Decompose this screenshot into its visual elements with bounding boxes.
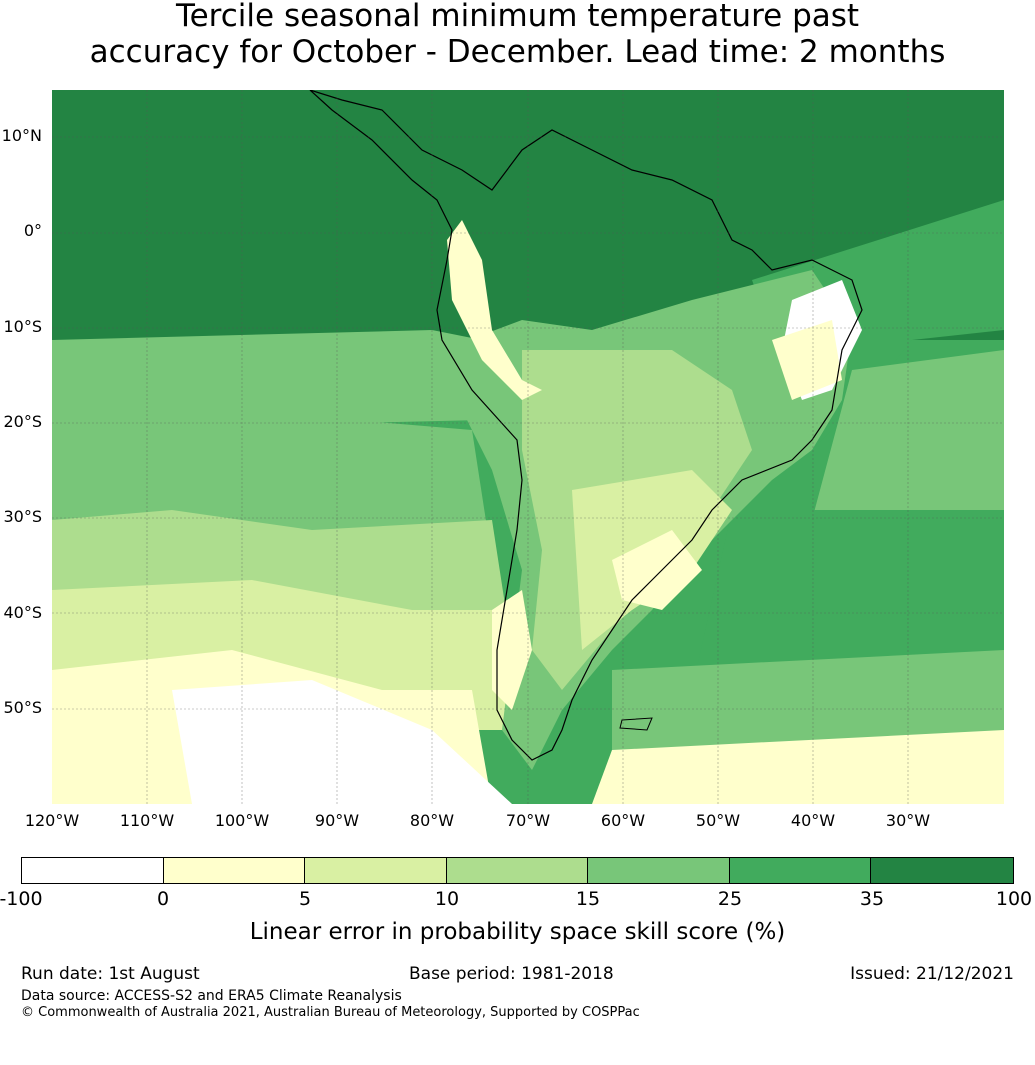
- map-canvas: [52, 90, 1004, 804]
- issued-date: Issued: 21/12/2021: [850, 964, 1014, 984]
- falklands-outline: [619, 717, 653, 731]
- lat-label-20s: 20°S: [3, 412, 42, 431]
- data-source: Data source: ACCESS-S2 and ERA5 Climate …: [21, 988, 402, 1004]
- colorbar-segment: [163, 858, 306, 883]
- colorbar-tick: 100: [995, 888, 1033, 910]
- lon-label-120w: 120°W: [24, 811, 80, 830]
- field-east-pacific: [52, 330, 482, 430]
- base-period: Base period: 1981-2018: [409, 964, 614, 984]
- graticule: [52, 90, 1004, 804]
- lon-label-90w: 90°W: [314, 811, 360, 830]
- field-ne-brazil-edge: [772, 320, 842, 400]
- title-line-1: Tercile seasonal minimum temperature pas…: [175, 0, 860, 34]
- lat-label-40s: 40°S: [3, 603, 42, 622]
- colorbar-segment: [22, 858, 164, 883]
- lon-label-70w: 70°W: [505, 811, 551, 830]
- colorbar-tick: 25: [717, 888, 743, 910]
- lat-label-0: 0°: [23, 221, 42, 240]
- lon-label-100w: 100°W: [214, 811, 270, 830]
- lon-label-80w: 80°W: [409, 811, 455, 830]
- skill-score-map: [52, 90, 1004, 804]
- field-plata-low-skill: [612, 530, 702, 610]
- colorbar-tick: 35: [859, 888, 885, 910]
- lat-label-10s: 10°S: [3, 317, 42, 336]
- lon-label-60w: 60°W: [600, 811, 646, 830]
- colorbar-tick: 15: [575, 888, 601, 910]
- colorbar-segment: [305, 858, 447, 883]
- field-andes-low-skill: [447, 220, 542, 400]
- colorbar-segment: [871, 858, 1013, 883]
- lon-label-30w: 30°W: [885, 811, 931, 830]
- colorbar-segment: [446, 858, 589, 883]
- lat-label-30s: 30°S: [3, 507, 42, 526]
- coastline: [309, 90, 863, 761]
- field-south-atlantic-2: [692, 510, 1004, 690]
- colorbar-tick: 10: [434, 888, 460, 910]
- colorbar-tick: -100: [0, 888, 43, 910]
- run-date: Run date: 1st August: [21, 964, 200, 984]
- lat-label-50s: 50°S: [3, 698, 42, 717]
- colorbar-tick: 5: [298, 888, 312, 910]
- lon-label-110w: 110°W: [119, 811, 175, 830]
- colorbar-label: Linear error in probability space skill …: [249, 919, 786, 945]
- colorbar-tick: 0: [156, 888, 170, 910]
- copyright: © Commonwealth of Australia 2021, Austra…: [21, 1005, 640, 1020]
- lat-label-10n: 10°N: [1, 126, 42, 145]
- lon-label-40w: 40°W: [790, 811, 836, 830]
- colorbar-segment: [729, 858, 872, 883]
- colorbar: [21, 857, 1014, 884]
- colorbar-segment: [588, 858, 730, 883]
- field-low-skill-area: [172, 680, 512, 804]
- title-line-2: accuracy for October - December. Lead ti…: [89, 34, 946, 70]
- lon-label-50w: 50°W: [695, 811, 741, 830]
- field-south-atlantic-4: [592, 730, 1004, 804]
